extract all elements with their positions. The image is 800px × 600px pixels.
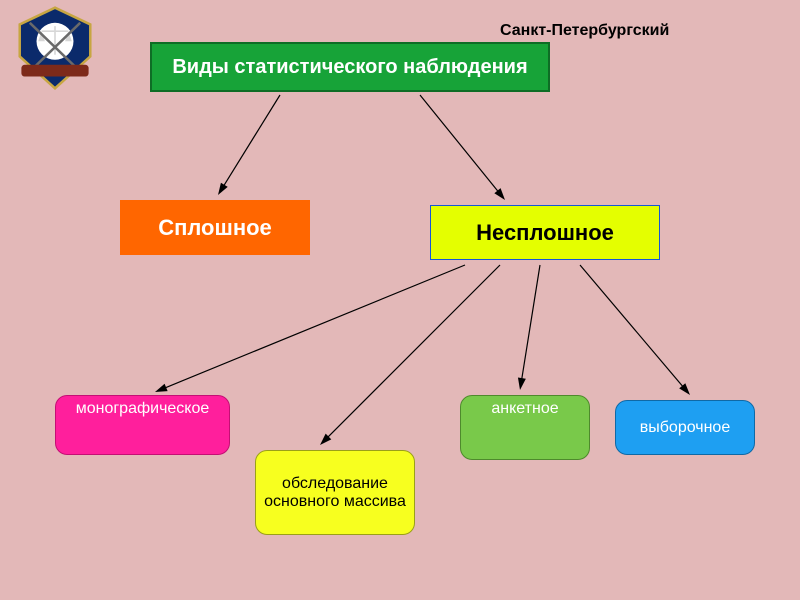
node-full: Сплошное (120, 200, 310, 255)
institution-emblem (10, 6, 100, 90)
node-mono: монографическое (55, 395, 230, 455)
node-partial: Несплошное (430, 205, 660, 260)
node-anket-label: анкетное (491, 400, 558, 418)
node-anket: анкетное (460, 395, 590, 460)
node-root-label: Виды статистического наблюдения (172, 56, 527, 79)
node-root: Виды статистического наблюдения (150, 42, 550, 92)
node-sample: выборочное (615, 400, 755, 455)
node-mono-label: монографическое (76, 400, 210, 418)
node-survey-label: обследование основного массива (262, 475, 408, 511)
node-full-label: Сплошное (158, 215, 272, 241)
diagram-canvas: Санкт-Петербургский Виды статистического… (0, 0, 800, 600)
node-survey: обследование основного массива (255, 450, 415, 535)
node-partial-label: Несплошное (476, 220, 614, 246)
node-sample-label: выборочное (640, 419, 730, 437)
header-label: Санкт-Петербургский (500, 22, 669, 40)
